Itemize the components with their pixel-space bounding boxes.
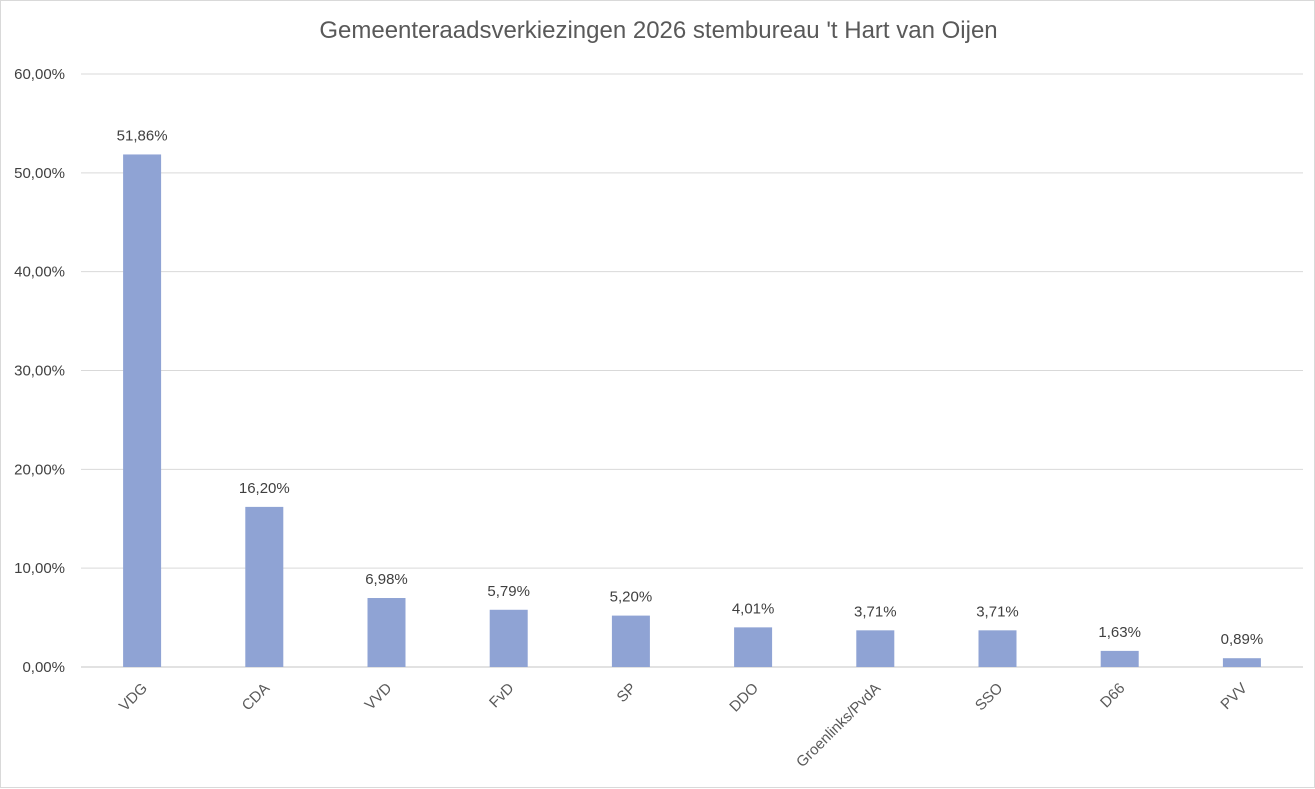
data-label: 6,98% [365,571,408,588]
bar-vdg [123,154,162,668]
bar-d66 [1100,650,1139,667]
data-label: 1,63% [1098,624,1141,641]
x-category-label: SP [614,680,640,706]
chart-title: Gemeenteraadsverkiezingen 2026 stemburea… [319,17,998,44]
x-category-label: VVD [361,680,395,714]
x-category-label: FvD [486,680,518,712]
bar-sso [978,630,1017,667]
y-tick-label: 50,00% [14,165,65,182]
x-category-label: Groenlinks/PvdA [793,680,884,771]
bar-ddo [734,627,773,667]
y-tick-label: 20,00% [14,461,65,478]
x-category-label: VDG [116,680,151,715]
data-label: 0,89% [1221,631,1264,648]
data-label: 3,71% [854,603,897,620]
y-tick-label: 30,00% [14,363,65,380]
bar-sp [611,615,650,667]
y-tick-label: 60,00% [14,66,65,83]
data-label: 5,20% [610,589,653,606]
y-tick-label: 40,00% [14,264,65,281]
y-tick-label: 0,00% [22,659,65,676]
data-label: 16,20% [239,480,290,497]
data-label: 5,79% [487,583,530,600]
bar-groenlinks-pvda [856,630,895,667]
x-category-label: CDA [239,680,273,714]
x-category-label: D66 [1097,680,1128,711]
data-label: 4,01% [732,600,775,617]
bar-pvv [1222,658,1261,667]
data-label: 51,86% [117,127,168,144]
data-label: 3,71% [976,603,1019,620]
bar-vvd [367,598,406,667]
bar-fvd [489,609,528,667]
x-category-label: SSO [972,680,1006,714]
x-category-label: PVV [1217,680,1250,713]
bar-cda [245,506,284,667]
y-tick-label: 10,00% [14,560,65,577]
x-category-label: DDO [726,680,762,716]
